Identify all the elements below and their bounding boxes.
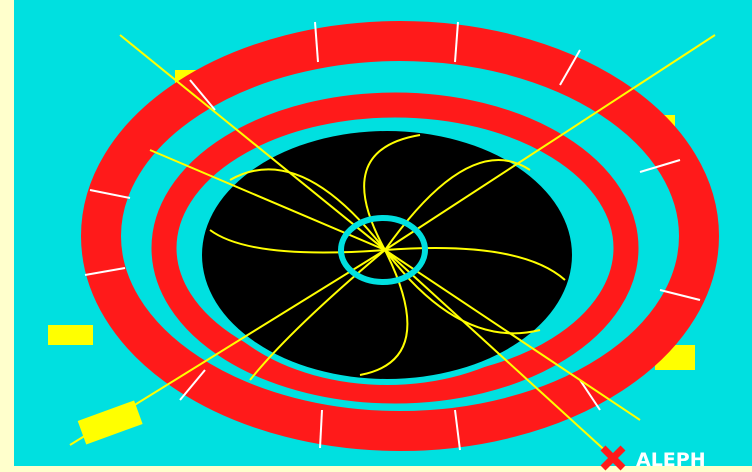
track — [209, 229, 386, 254]
vertex-detector — [338, 215, 428, 285]
segment — [559, 49, 581, 86]
track — [363, 134, 421, 251]
segment — [314, 21, 319, 63]
segment — [189, 79, 216, 111]
logo-x — [600, 445, 626, 471]
track — [384, 247, 566, 281]
calorimeter-deposit — [48, 325, 93, 345]
logo-text: ALEPH — [636, 449, 706, 471]
track — [119, 34, 386, 251]
track — [249, 249, 386, 381]
segment — [84, 267, 126, 276]
track — [384, 249, 541, 335]
track — [359, 249, 409, 376]
segment — [659, 289, 701, 301]
segment — [319, 409, 323, 449]
outer-ring — [81, 21, 719, 451]
segment — [179, 369, 206, 401]
track — [384, 34, 716, 251]
segment — [639, 159, 681, 173]
tracks — [69, 34, 716, 456]
ring-segments — [84, 21, 701, 451]
track — [384, 249, 641, 421]
track — [69, 249, 386, 446]
calorimeter-deposit — [77, 400, 143, 445]
segment — [89, 189, 131, 199]
track — [384, 249, 611, 456]
segment — [454, 21, 459, 63]
segment — [579, 379, 601, 411]
segment — [454, 409, 461, 451]
logo-mark — [600, 445, 626, 471]
inner-ring — [151, 92, 639, 404]
track — [229, 168, 386, 251]
